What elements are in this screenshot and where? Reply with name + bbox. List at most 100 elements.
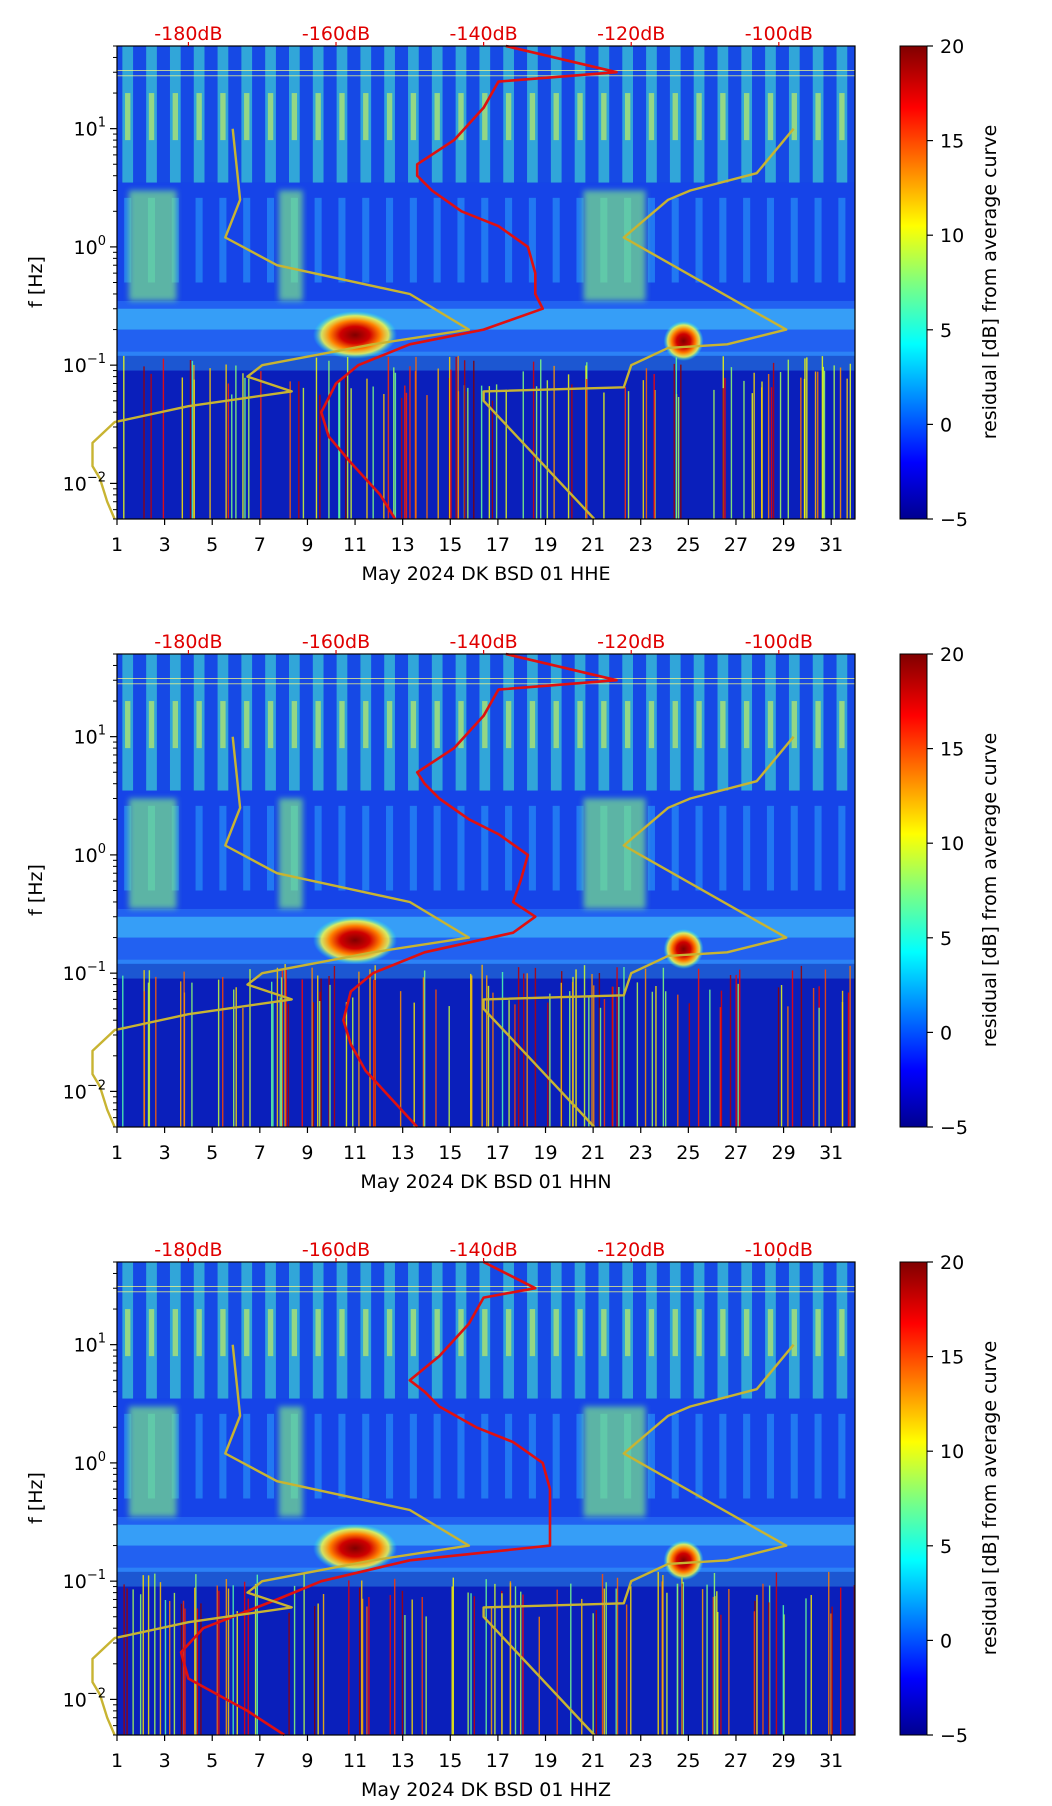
y-tick-label: 10−2: [63, 470, 106, 495]
diurnal-peak: [125, 93, 131, 141]
diurnal-midband: [433, 805, 441, 891]
noise-model-curve: [482, 735, 795, 1128]
diurnal-midband: [409, 805, 417, 891]
diurnal-peak: [315, 93, 321, 141]
x-tick-label: 23: [629, 534, 653, 556]
diurnal-peak: [791, 93, 797, 141]
db-tick-label: -120dB: [597, 1239, 665, 1261]
y-tick-label: 10−1: [63, 1568, 106, 1593]
y-tick-label: 101: [74, 724, 106, 749]
colorbar-tick-label: 15: [940, 131, 964, 153]
diurnal-peak: [601, 93, 607, 141]
diurnal-peak: [672, 701, 678, 749]
db-tick-label: -140dB: [450, 23, 518, 45]
db-tick-label: -180dB: [154, 23, 222, 45]
diurnal-peak: [458, 701, 464, 749]
diurnal-peak: [267, 701, 274, 749]
x-tick-label: 17: [486, 534, 510, 556]
x-axis: 1 3 5 7 9 11 13 15 17 19 21 23 25 27 29 …: [111, 1735, 843, 1772]
curves-layer: [91, 1260, 795, 1737]
diurnal-peak: [529, 1309, 536, 1357]
noise-model-curve: [482, 127, 795, 520]
diurnal-peak: [220, 93, 226, 141]
x-tick-label: 7: [254, 1142, 266, 1164]
diurnal-midband: [671, 197, 679, 283]
heatmap-layer: [117, 654, 855, 1127]
diurnal-midband: [743, 197, 751, 283]
x-tick-label: 11: [343, 1750, 367, 1772]
diurnal-peak: [244, 93, 250, 141]
diurnal-peak: [553, 1309, 559, 1357]
diurnal-peak: [767, 701, 774, 749]
diurnal-midband: [576, 805, 584, 891]
diurnal-peak: [696, 1309, 702, 1357]
x-tick-label: 3: [159, 1750, 171, 1772]
colorbar-gradient: [899, 653, 928, 1128]
diurnal-midband: [338, 805, 346, 891]
x-axis: 1 3 5 7 9 11 13 15 17 19 21 23 25 27 29 …: [111, 1127, 843, 1164]
x-tick-label: 29: [771, 534, 795, 556]
diurnal-peak: [291, 93, 298, 141]
diurnal-midband: [481, 805, 489, 891]
x-tick-label: 21: [581, 534, 605, 556]
diurnal-midband: [576, 1413, 584, 1499]
diurnal-peak: [196, 93, 202, 141]
diurnal-midband: [790, 805, 798, 891]
x-tick-label: 25: [676, 534, 700, 556]
weather-event: [278, 798, 303, 909]
y-axis-title: f [Hz]: [25, 256, 47, 308]
diurnal-peak: [601, 701, 607, 749]
diurnal-midband: [766, 805, 774, 891]
diurnal-peak: [315, 701, 321, 749]
weather-event: [583, 1406, 646, 1517]
x-tick-label: 3: [159, 1142, 171, 1164]
weather-event: [583, 190, 646, 301]
db-tick-label: -100dB: [745, 23, 813, 45]
x-tick-label: 31: [819, 534, 843, 556]
noise-model-curve: [91, 736, 471, 1128]
diurnal-peak: [624, 701, 631, 749]
x-axis-title: May 2024 DK BSD 01 HHZ: [361, 1779, 611, 1801]
colorbar-gradient: [899, 45, 928, 520]
x-tick-label: 1: [111, 1142, 123, 1164]
diurnal-peak: [553, 701, 559, 749]
x-tick-label: 29: [771, 1750, 795, 1772]
diurnal-peak: [767, 93, 774, 141]
x-tick-label: 15: [438, 534, 462, 556]
hot-spot: [313, 310, 398, 359]
diurnal-peak: [172, 93, 179, 141]
diurnal-midband: [528, 805, 536, 891]
weather-event: [278, 1406, 303, 1517]
diurnal-midband: [743, 805, 751, 891]
x-tick-label: 9: [301, 1142, 313, 1164]
diurnal-midband: [457, 805, 465, 891]
diurnal-peak: [839, 701, 845, 749]
diurnal-midband: [766, 197, 774, 283]
diurnal-peak: [148, 93, 155, 141]
db-tick-label: -140dB: [450, 631, 518, 653]
diurnal-midband: [481, 197, 489, 283]
y-axis: 101 100 10−1 10−2: [63, 653, 117, 1128]
diurnal-midband: [838, 197, 846, 283]
diurnal-peak: [553, 93, 559, 141]
average-curve: [319, 44, 618, 520]
x-tick-label: 3: [159, 534, 171, 556]
x-tick-label: 1: [111, 534, 123, 556]
diurnal-peak: [244, 1309, 250, 1357]
secondary-band: [117, 959, 855, 979]
diurnal-peak: [696, 93, 702, 141]
x-tick-label: 23: [629, 1142, 653, 1164]
diurnal-midband: [219, 1413, 227, 1499]
diurnal-peak: [624, 93, 631, 141]
noise-model-curve: [91, 128, 471, 520]
diurnal-midband: [409, 197, 417, 283]
diurnal-peak: [672, 1309, 678, 1357]
diurnal-peak: [482, 93, 488, 141]
heatmap-layer: [117, 1262, 856, 1735]
hot-spot: [663, 929, 704, 970]
diurnal-peak: [744, 93, 750, 141]
diurnal-midband: [671, 1413, 679, 1499]
x-tick-label: 31: [819, 1142, 843, 1164]
x-tick-label: 27: [724, 534, 748, 556]
diurnal-midband: [195, 1413, 203, 1499]
